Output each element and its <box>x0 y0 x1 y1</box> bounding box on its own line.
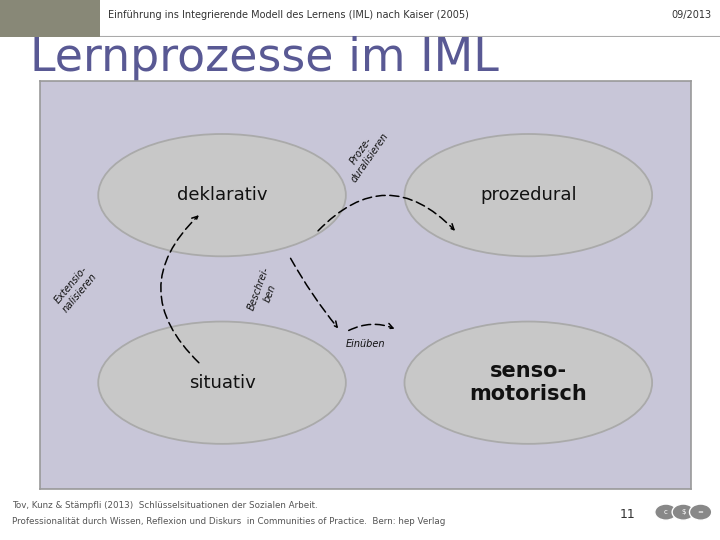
Ellipse shape <box>405 134 652 256</box>
Text: Einüben: Einüben <box>346 339 385 349</box>
Text: Lernprozesse im IML: Lernprozesse im IML <box>30 36 499 81</box>
Circle shape <box>654 504 677 520</box>
Text: prozedural: prozedural <box>480 186 577 204</box>
Text: Professionalität durch Wissen, Reflexion und Diskurs  in Communities of Practice: Professionalität durch Wissen, Reflexion… <box>12 517 446 526</box>
Text: deklarativ: deklarativ <box>177 186 267 204</box>
Text: 11: 11 <box>620 508 636 521</box>
Bar <box>0 0 100 37</box>
Ellipse shape <box>98 134 346 256</box>
Text: senso-
motorisch: senso- motorisch <box>469 361 588 404</box>
Text: =: = <box>698 509 703 515</box>
Text: $: $ <box>681 509 685 515</box>
Text: Beschrei-
ben: Beschrei- ben <box>246 266 282 316</box>
Circle shape <box>672 504 694 520</box>
Text: Einführung ins Integrierende Modell des Lernens (IML) nach Kaiser (2005): Einführung ins Integrierende Modell des … <box>108 10 469 20</box>
Ellipse shape <box>405 321 652 444</box>
Text: Extensio-
nalisieren: Extensio- nalisieren <box>52 264 99 314</box>
Circle shape <box>690 504 712 520</box>
Ellipse shape <box>98 321 346 444</box>
Text: situativ: situativ <box>189 374 256 391</box>
Text: 09/2013: 09/2013 <box>672 10 712 20</box>
Text: Tov, Kunz & Stämpfli (2013)  Schlüsselsituationen der Sozialen Arbeit.: Tov, Kunz & Stämpfli (2013) Schlüsselsit… <box>12 501 318 510</box>
Text: c: c <box>664 509 668 515</box>
Text: Proze-
duralisieren: Proze- duralisieren <box>340 125 391 184</box>
